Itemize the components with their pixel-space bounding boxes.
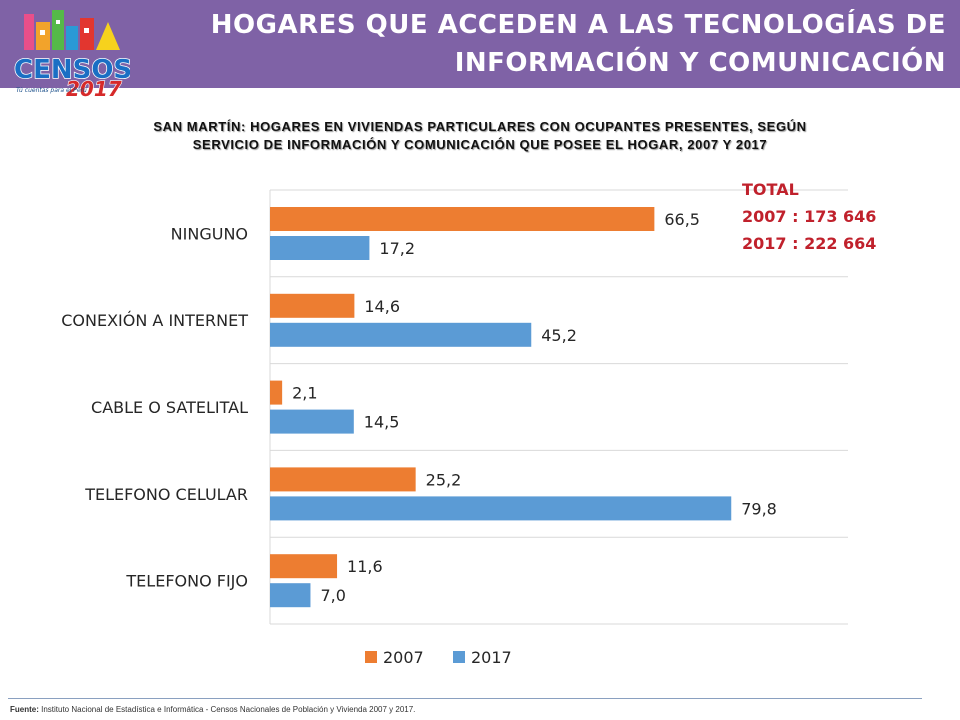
legend-swatch-2007 (365, 651, 377, 663)
total-box: TOTAL 2007 : 173 646 2017 : 222 664 (742, 176, 876, 257)
page-title-line2: INFORMACIÓN Y COMUNICACIÓN (454, 48, 946, 78)
chart-subtitle: SAN MARTÍN: HOGARES EN VIVIENDAS PARTICU… (20, 118, 940, 154)
category-label: NINGUNO (171, 224, 248, 243)
source-text: Instituto Nacional de Estadística e Info… (38, 705, 416, 714)
bar-2017 (270, 496, 732, 521)
total-2017: 2017 : 222 664 (742, 234, 877, 253)
category-label: TELEFONO FIJO (125, 572, 248, 591)
chart-subtitle-line2: SERVICIO DE INFORMACIÓN Y COMUNICACIÓN Q… (192, 137, 768, 152)
data-label-2007: 2,1 (292, 384, 317, 403)
category-label: CONEXIÓN A INTERNET (61, 311, 248, 330)
bar-2007 (270, 380, 283, 405)
source-label: Fuente: (10, 705, 39, 714)
data-label-2017: 14,5 (364, 413, 400, 432)
total-2007: 2007 : 173 646 (742, 207, 877, 226)
chart-subtitle-line1: SAN MARTÍN: HOGARES EN VIVIENDAS PARTICU… (153, 119, 807, 134)
bar-2017 (270, 236, 370, 260)
data-label-2007: 25,2 (426, 470, 462, 489)
bar-2017 (270, 409, 354, 434)
total-label: TOTAL (742, 180, 799, 199)
bar-2007 (270, 207, 655, 231)
bar-2017 (270, 322, 532, 347)
category-label: TELEFONO CELULAR (84, 485, 248, 504)
data-label-2017: 7,0 (320, 586, 345, 605)
legend-label-2017: 2017 (471, 648, 512, 667)
data-label-2017: 45,2 (541, 326, 577, 345)
bar-2007 (270, 467, 416, 492)
header-banner: CENSOS 2017 Tú cuentas para el Perú HOGA… (0, 0, 960, 102)
data-label-2007: 11,6 (347, 557, 383, 576)
category-label: CABLE O SATELITAL (91, 398, 248, 417)
bar-2017 (270, 583, 311, 608)
data-label-2007: 66,5 (664, 210, 700, 229)
source-note: Fuente: Instituto Nacional de Estadístic… (10, 705, 415, 714)
legend-label-2007: 2007 (383, 648, 424, 667)
data-label-2017: 79,8 (741, 499, 777, 518)
censos-logo: CENSOS 2017 Tú cuentas para el Perú (13, 10, 130, 102)
bar-2007 (270, 293, 355, 318)
legend-swatch-2017 (453, 651, 465, 663)
logo-tagline: Tú cuentas para el Perú (16, 87, 87, 94)
page-title-line1: HOGARES QUE ACCEDEN A LAS TECNOLOGÍAS DE (210, 10, 946, 40)
data-label-2017: 17,2 (379, 239, 415, 258)
data-label-2007: 14,6 (364, 297, 400, 316)
logo-text: CENSOS (14, 55, 130, 85)
footer-divider (8, 698, 922, 699)
page-title: HOGARES QUE ACCEDEN A LAS TECNOLOGÍAS DE… (186, 6, 946, 82)
bar-2007 (270, 554, 338, 579)
logo-year: 2017 (66, 77, 122, 101)
